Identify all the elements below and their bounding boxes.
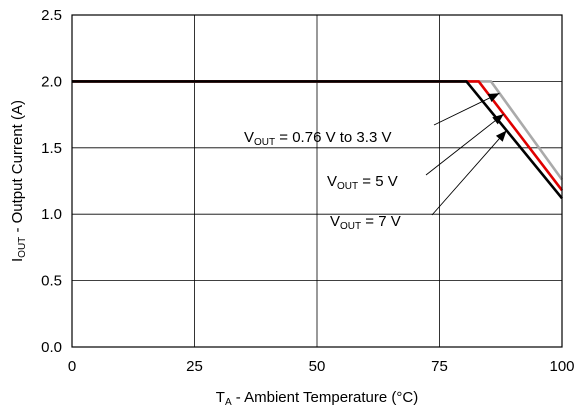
- y-tick-label: 1.5: [41, 140, 62, 157]
- y-tick-label: 2.5: [41, 7, 62, 24]
- annotation-arrowhead: [495, 130, 507, 142]
- x-axis-title-rest: - Ambient Temperature (°C): [232, 389, 419, 406]
- plot-frame: [71, 14, 563, 348]
- y-tick-label: 1.0: [41, 206, 62, 223]
- y-tick-label: 2.0: [41, 73, 62, 90]
- series-lines: [72, 80, 564, 200]
- annotation-label: VOUT = 7 V: [330, 213, 401, 232]
- x-tick-label: 75: [431, 358, 448, 375]
- y-axis-title-rest: - Output Current (A): [9, 100, 26, 237]
- annotation-leader-line: [433, 92, 500, 126]
- series-line-2: [72, 80, 564, 200]
- x-axis-title-main: T: [216, 389, 225, 406]
- x-tick-label: 0: [68, 358, 76, 375]
- x-axis-title: TA - Ambient Temperature (°C): [216, 389, 418, 408]
- grid-lines: [72, 15, 562, 347]
- annotation-arrowhead: [492, 114, 504, 125]
- x-axis-title-sub: A: [225, 397, 232, 408]
- y-axis-title: IOUT - Output Current (A): [9, 100, 28, 262]
- annotation-label: VOUT = 0.76 V to 3.3 V: [244, 129, 391, 148]
- y-tick-label: 0.5: [41, 273, 62, 290]
- y-tick-label: 0.0: [41, 339, 62, 356]
- x-tick-label: 25: [186, 358, 203, 375]
- x-tick-labels: 0 25 50 75 100: [68, 358, 575, 375]
- x-tick-label: 100: [549, 358, 574, 375]
- y-tick-labels: 0.0 0.5 1.0 1.5 2.0 2.5: [41, 7, 62, 356]
- x-tick-label: 50: [309, 358, 326, 375]
- annotation-arrowhead: [487, 93, 500, 103]
- y-axis-title-sub: OUT: [17, 237, 28, 258]
- annotations: VOUT = 0.76 V to 3.3 V VOUT = 5 V VOUT = 7…: [244, 92, 507, 232]
- annotation-label: VOUT = 5 V: [327, 173, 398, 192]
- annotation-leader-line: [425, 113, 504, 176]
- annotation-leader-line: [431, 130, 507, 216]
- y-axis-title-main: I: [9, 258, 26, 262]
